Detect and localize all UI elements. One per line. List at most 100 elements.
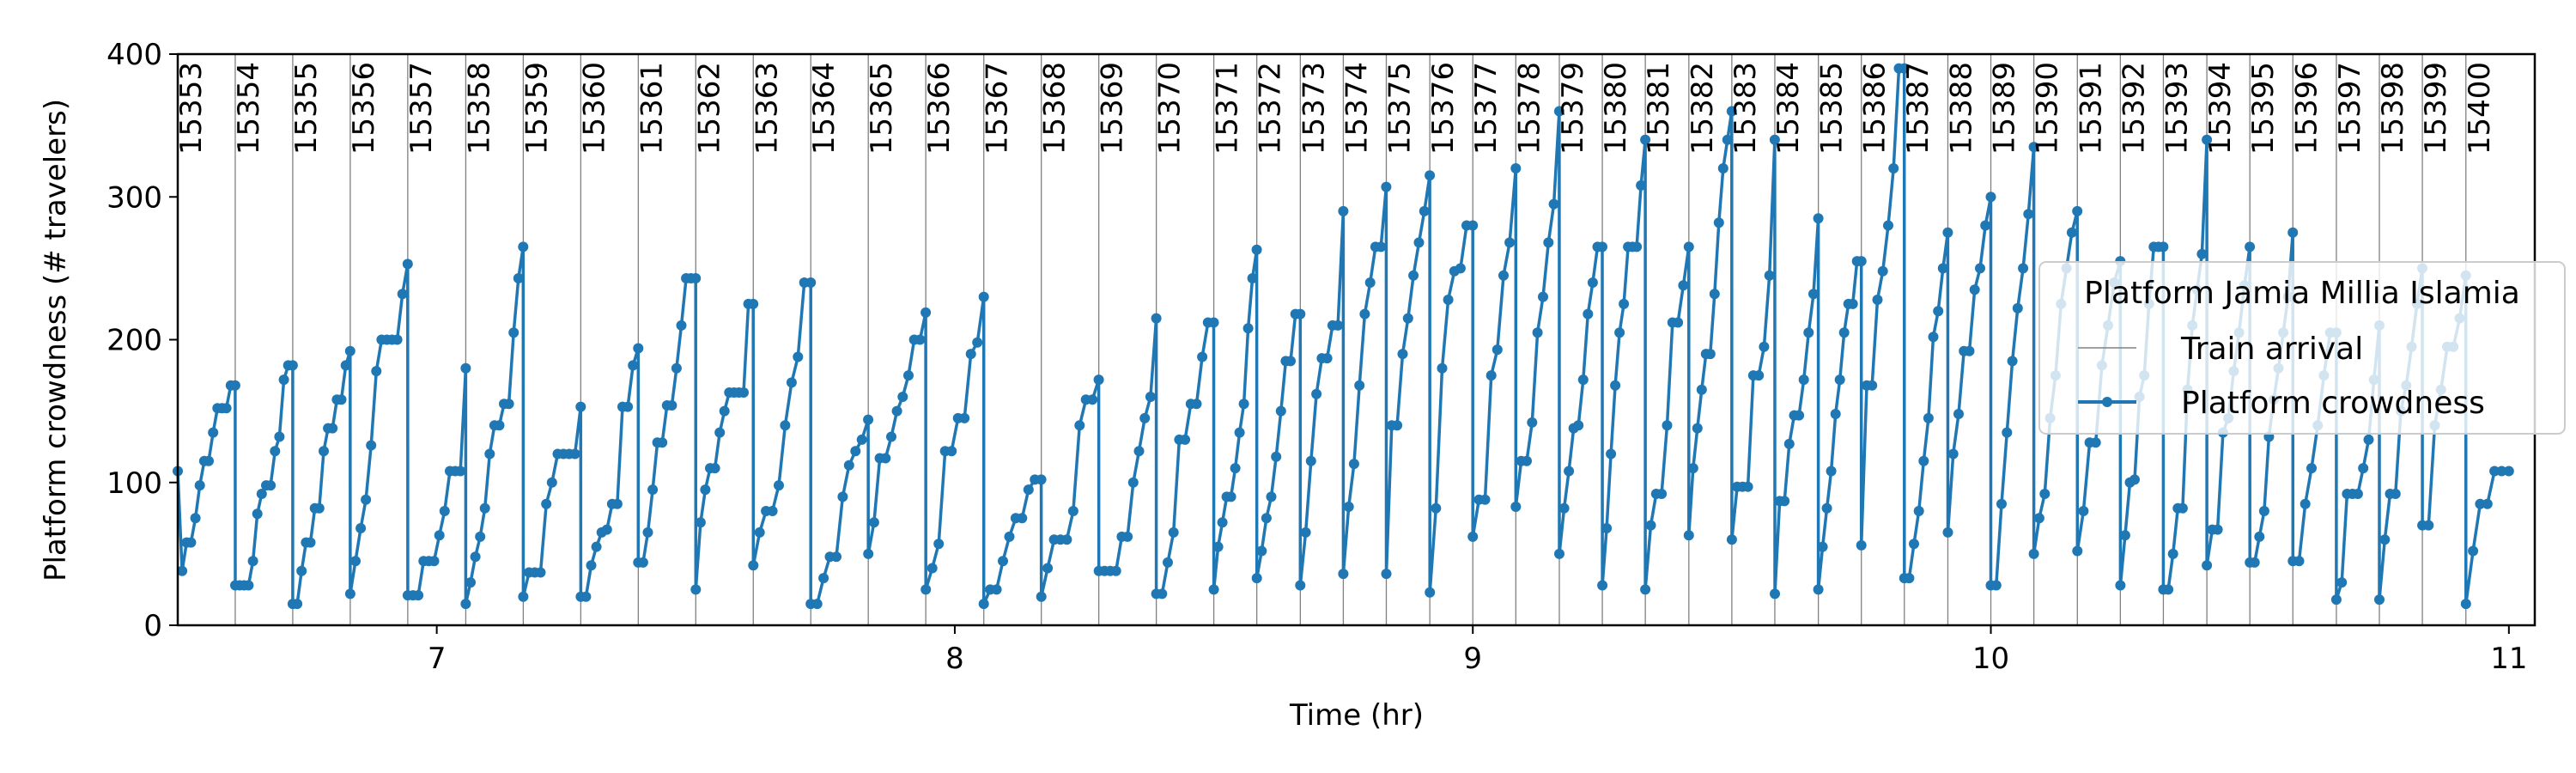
crowdness-point bbox=[455, 466, 466, 477]
train-number-label: 15366 bbox=[922, 62, 957, 155]
train-number-label: 15376 bbox=[1426, 62, 1461, 155]
crowdness-point bbox=[738, 387, 749, 398]
crowdness-point bbox=[1826, 466, 1837, 477]
crowdness-point bbox=[886, 431, 896, 442]
y-axis-title: Platform crowdness (# travelers) bbox=[39, 99, 73, 581]
crowdness-point bbox=[1975, 263, 1985, 274]
crowdness-point bbox=[1753, 370, 1765, 381]
crowdness-point bbox=[513, 273, 524, 283]
crowdness-point bbox=[2293, 556, 2305, 567]
crowdness-point bbox=[991, 584, 1002, 595]
train-number-label: 15363 bbox=[750, 62, 784, 155]
crowdness-point bbox=[1498, 270, 1509, 281]
crowdness-point bbox=[2379, 534, 2391, 545]
train-number-label: 15368 bbox=[1038, 62, 1072, 155]
crowdness-point bbox=[292, 599, 303, 610]
crowdness-point bbox=[2177, 502, 2188, 514]
crowdness-point bbox=[1110, 565, 1121, 576]
crowdness-point bbox=[2212, 524, 2223, 535]
crowdness-point bbox=[434, 530, 445, 541]
crowdness-point bbox=[863, 548, 874, 559]
crowdness-point bbox=[1722, 134, 1733, 145]
crowdness-point bbox=[1295, 580, 1306, 591]
crowdness-point bbox=[1364, 277, 1376, 288]
crowdness-point bbox=[2503, 466, 2514, 477]
crowdness-point bbox=[1742, 481, 1753, 492]
train-number-label: 15355 bbox=[289, 62, 324, 155]
crowdness-point bbox=[1392, 420, 1403, 431]
crowdness-point bbox=[1212, 541, 1224, 552]
train-number-label: 15358 bbox=[462, 62, 496, 155]
crowdness-point bbox=[709, 463, 720, 474]
crowdness-point bbox=[903, 370, 914, 381]
train-number-label: 15394 bbox=[2203, 62, 2238, 155]
crowdness-point bbox=[208, 427, 219, 438]
crowdness-point bbox=[1413, 237, 1425, 248]
crowdness-point bbox=[657, 437, 668, 448]
crowdness-point bbox=[1381, 181, 1392, 192]
train-number-label: 15354 bbox=[232, 62, 266, 155]
crowdness-point bbox=[1872, 295, 1883, 305]
crowdness-point bbox=[1856, 256, 1867, 267]
crowdness-point bbox=[1918, 455, 1929, 466]
crowdness-point bbox=[1692, 423, 1703, 434]
crowdness-point bbox=[371, 366, 382, 377]
crowdness-point bbox=[1631, 241, 1643, 253]
crowdness-point bbox=[786, 377, 797, 388]
crowdness-point bbox=[397, 289, 408, 300]
crowdness-point bbox=[2167, 548, 2178, 559]
crowdness-point bbox=[1947, 448, 1959, 460]
crowdness-point bbox=[1933, 306, 1944, 317]
crowdness-point bbox=[1127, 477, 1139, 488]
crowdness-point bbox=[1285, 356, 1296, 367]
crowdness-point bbox=[1425, 170, 1436, 181]
crowdness-point bbox=[413, 590, 424, 601]
crowdness-point bbox=[2018, 263, 2029, 274]
crowdness-point bbox=[856, 434, 867, 445]
crowdness-point bbox=[1242, 323, 1254, 334]
crowdness-point bbox=[754, 526, 765, 538]
train-number-label: 15367 bbox=[981, 62, 1015, 155]
crowdness-point bbox=[1548, 198, 1559, 210]
crowdness-point bbox=[850, 446, 861, 457]
crowdness-point bbox=[1821, 502, 1832, 514]
x-tick-label: 8 bbox=[945, 642, 964, 676]
crowdness-point bbox=[1794, 410, 1805, 421]
crowdness-point bbox=[1996, 498, 2007, 509]
crowdness-point bbox=[1492, 344, 1503, 356]
crowdness-point bbox=[460, 362, 471, 374]
crowdness-point bbox=[601, 524, 612, 535]
crowdness-point bbox=[2489, 466, 2500, 477]
crowdness-point bbox=[1577, 374, 1589, 386]
train-number-label: 15384 bbox=[1771, 62, 1806, 155]
crowdness-point bbox=[479, 502, 490, 514]
crowdness-point bbox=[586, 560, 597, 571]
crowdness-point bbox=[1348, 459, 1359, 470]
crowdness-point bbox=[1408, 270, 1419, 281]
crowdness-point bbox=[1923, 412, 1934, 423]
crowdness-point bbox=[2002, 427, 2013, 438]
crowdness-point bbox=[1913, 506, 1924, 516]
crowdness-point bbox=[428, 556, 440, 567]
crowdness-point bbox=[2390, 489, 2401, 499]
crowdness-point bbox=[695, 517, 706, 528]
crowdness-point bbox=[1808, 289, 1819, 300]
crowdness-point bbox=[1830, 409, 1841, 419]
crowdness-point bbox=[305, 537, 316, 548]
crowdness-point bbox=[1527, 417, 1538, 428]
crowdness-point bbox=[1942, 526, 1953, 538]
crowdness-point bbox=[1798, 374, 1809, 386]
crowdness-point bbox=[1338, 569, 1349, 580]
crowdness-point bbox=[265, 480, 276, 491]
crowdness-point bbox=[1425, 587, 1436, 598]
train-number-label: 15382 bbox=[1686, 62, 1720, 155]
crowdness-point bbox=[1510, 502, 1522, 512]
crowdness-point bbox=[1558, 502, 1570, 514]
crowdness-point bbox=[1573, 420, 1584, 431]
crowdness-point bbox=[1696, 384, 1707, 395]
crowdness-point bbox=[1803, 327, 1814, 338]
crowdness-point bbox=[1953, 409, 1964, 419]
crowdness-point bbox=[569, 448, 580, 460]
crowdness-point bbox=[1247, 273, 1258, 283]
legend-crowdness-marker bbox=[2102, 397, 2112, 407]
